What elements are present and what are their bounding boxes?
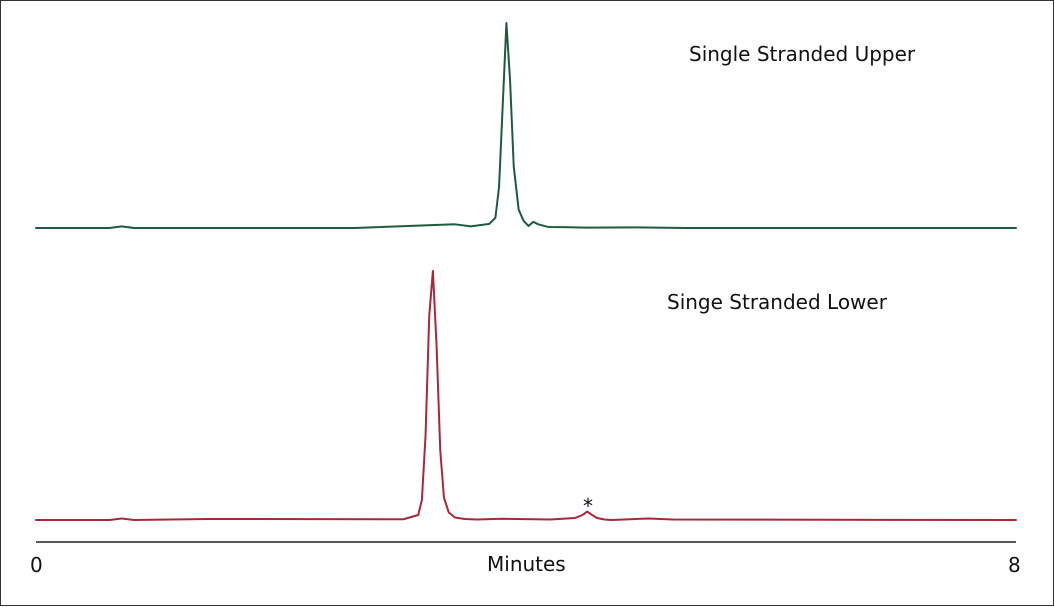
upper-trace-line [35, 22, 1017, 229]
lower-annotation-label: Singe Stranded Lower [667, 290, 888, 314]
upper-chart-panel: Single Stranded Upper [35, 22, 1017, 229]
x-axis-title: Minutes [487, 552, 566, 576]
impurity-marker-label: * [583, 494, 593, 518]
x-axis-max-label: 8 [1008, 553, 1021, 577]
x-axis-min-label: 0 [30, 553, 43, 577]
upper-annotation-label: Single Stranded Upper [689, 42, 916, 66]
lower-trace-line [35, 270, 1017, 521]
lower-chart-panel: Singe Stranded Lower * [35, 270, 1017, 521]
x-axis: 0 8 Minutes [30, 541, 1021, 577]
